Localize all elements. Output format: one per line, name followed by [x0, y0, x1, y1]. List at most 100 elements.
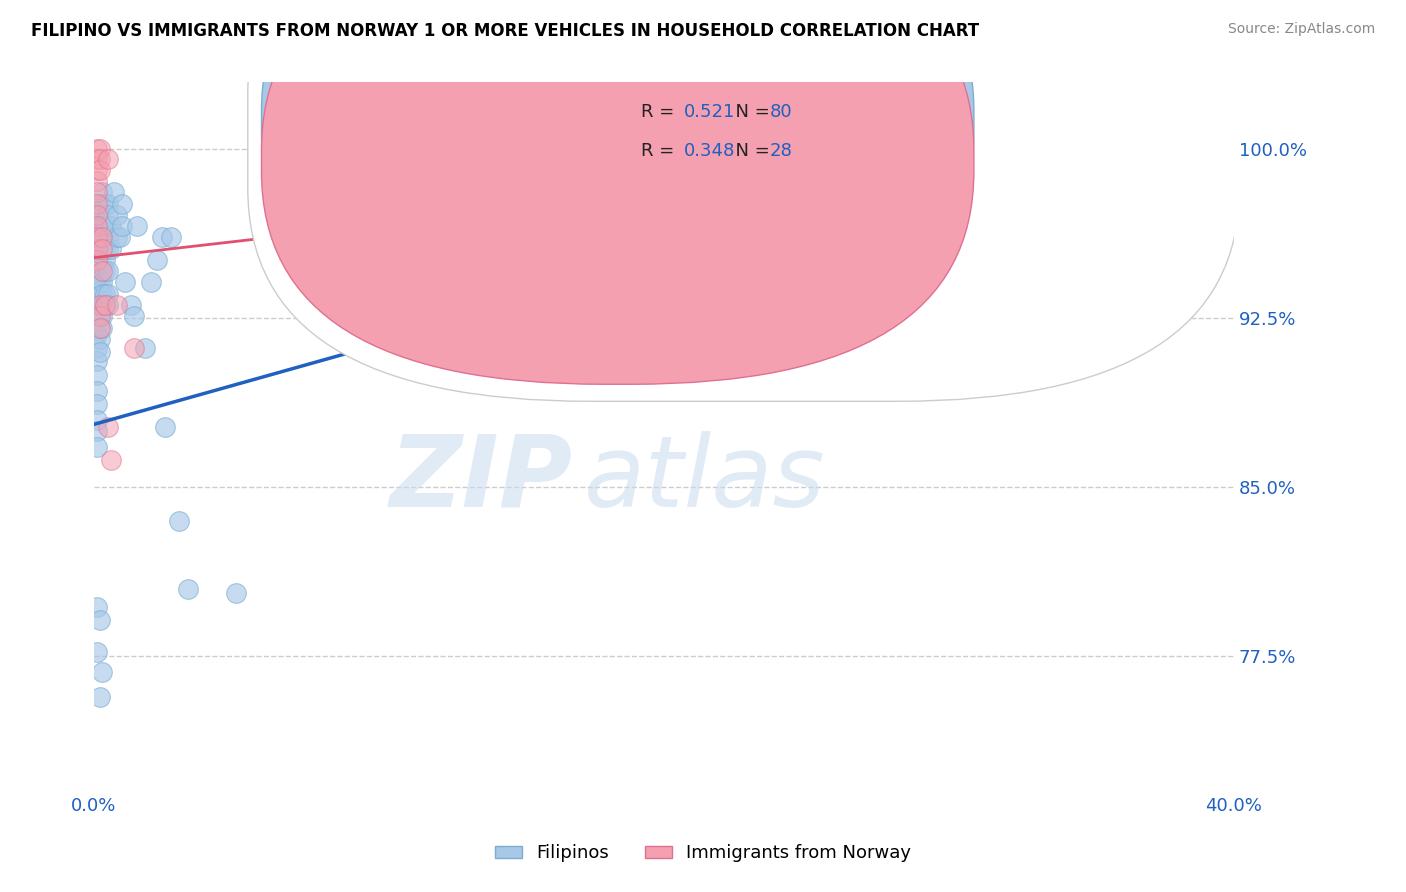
Point [94, 286, 117, 301]
Point [105, 230, 128, 244]
Point [86, 645, 108, 659]
Point [89, 143, 111, 157]
Point [153, 419, 176, 434]
Point [86, 205, 108, 219]
Point [94, 242, 117, 256]
Point [89, 320, 111, 334]
Point [86, 208, 108, 222]
Legend: Filipinos, Immigrants from Norway: Filipinos, Immigrants from Norway [488, 838, 918, 870]
Point [86, 162, 108, 177]
Point [86, 260, 108, 274]
Point [100, 453, 122, 467]
Point [97, 152, 120, 166]
Point [94, 264, 117, 278]
Point [91, 310, 114, 324]
Point [86, 311, 108, 326]
Point [97, 196, 120, 211]
Text: ZIP: ZIP [389, 431, 572, 528]
Point [86, 341, 108, 355]
Text: atlas: atlas [583, 431, 825, 528]
Point [86, 424, 108, 438]
Point [177, 582, 200, 596]
Point [94, 298, 117, 312]
Text: N =: N = [724, 143, 776, 161]
Point [86, 237, 108, 252]
Point [169, 514, 191, 528]
Point [94, 196, 117, 211]
Point [86, 196, 108, 211]
Point [86, 354, 108, 368]
Point [89, 345, 111, 359]
Point [91, 276, 114, 290]
Point [89, 208, 111, 222]
Point [125, 219, 148, 233]
Point [89, 614, 111, 628]
Point [86, 252, 108, 267]
Text: 0.348: 0.348 [685, 143, 735, 161]
Point [97, 208, 120, 222]
Point [86, 300, 108, 314]
Point [122, 310, 145, 324]
Point [97, 298, 120, 312]
Point [97, 419, 120, 434]
Point [100, 219, 122, 233]
Text: 0.521: 0.521 [685, 103, 735, 121]
Point [1080, 152, 1102, 166]
Text: Source: ZipAtlas.com: Source: ZipAtlas.com [1227, 22, 1375, 37]
Point [120, 298, 142, 312]
Point [89, 320, 111, 334]
Point [86, 397, 108, 411]
Point [910, 143, 932, 157]
Text: 28: 28 [770, 143, 793, 161]
Point [145, 252, 167, 267]
Point [91, 665, 114, 680]
Point [91, 230, 114, 244]
Text: N =: N = [724, 103, 776, 121]
Point [89, 285, 111, 299]
Point [97, 242, 120, 256]
Point [1080, 143, 1102, 157]
Point [111, 196, 134, 211]
Point [108, 230, 131, 244]
Point [91, 264, 114, 278]
Point [89, 242, 111, 256]
Point [225, 586, 247, 600]
Point [86, 384, 108, 398]
Point [86, 599, 108, 614]
FancyBboxPatch shape [262, 0, 974, 384]
FancyBboxPatch shape [247, 0, 1240, 401]
Point [86, 271, 108, 285]
Point [89, 307, 111, 321]
Point [86, 143, 108, 157]
Point [89, 273, 111, 287]
Point [89, 162, 111, 177]
Point [86, 368, 108, 382]
Text: 80: 80 [770, 103, 793, 121]
Point [86, 214, 108, 228]
Point [89, 690, 111, 704]
Point [89, 261, 111, 276]
Point [86, 186, 108, 200]
Point [134, 341, 156, 355]
Point [94, 252, 117, 267]
Point [139, 276, 162, 290]
Point [910, 143, 932, 157]
Point [89, 152, 111, 166]
Point [86, 413, 108, 427]
Point [122, 341, 145, 355]
Point [160, 230, 183, 244]
Point [91, 186, 114, 200]
Point [89, 332, 111, 346]
Point [91, 242, 114, 256]
Point [111, 219, 134, 233]
Point [86, 248, 108, 262]
Point [105, 208, 128, 222]
Point [94, 219, 117, 233]
Point [86, 152, 108, 166]
Point [150, 230, 173, 244]
Point [91, 219, 114, 233]
Point [89, 295, 111, 310]
Point [86, 174, 108, 188]
Point [89, 196, 111, 211]
Point [91, 286, 114, 301]
